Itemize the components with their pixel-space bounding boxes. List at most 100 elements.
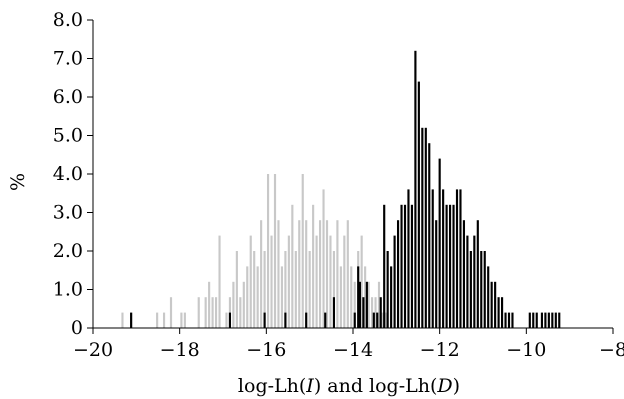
light-bar: [239, 297, 242, 328]
dark-bar: [490, 281, 493, 328]
light-bar: [208, 281, 211, 328]
dark-bar: [535, 312, 538, 328]
x-tick-label: −20: [73, 339, 113, 361]
light-bar: [350, 266, 353, 328]
light-bar: [353, 281, 356, 328]
dark-bar: [357, 266, 360, 328]
dark-bar: [558, 312, 561, 328]
dark-bar: [284, 312, 287, 328]
dark-series-bars: [130, 50, 561, 329]
light-bar: [329, 235, 332, 328]
x-axis-title: log-Lh(I) and log-Lh(D): [238, 375, 460, 397]
light-bar: [156, 312, 159, 328]
light-bar: [242, 281, 245, 328]
dark-bar: [504, 312, 507, 328]
dark-bar: [324, 312, 327, 328]
light-bar: [218, 235, 221, 328]
dark-bar: [500, 297, 504, 328]
x-tick-label: −10: [506, 339, 546, 361]
dark-bar: [487, 266, 490, 328]
x-axis-ticks: −20 −18 −16 −14 −12 −10 −8: [73, 328, 624, 361]
light-bar: [305, 220, 308, 328]
light-bar: [273, 174, 277, 328]
light-bar: [180, 312, 183, 328]
x-tick-label: −8: [599, 339, 624, 361]
dark-bar: [393, 235, 396, 328]
dark-bar: [263, 312, 266, 328]
light-bar: [235, 251, 238, 328]
dark-bar: [376, 312, 379, 328]
dark-bar: [476, 220, 479, 328]
light-bar: [367, 281, 370, 328]
dark-bar: [228, 312, 232, 328]
dark-bar: [428, 143, 431, 328]
dark-bar: [497, 297, 500, 328]
light-bar: [298, 220, 301, 328]
dark-bar: [417, 81, 420, 328]
light-bar: [322, 189, 325, 328]
y-axis-ticks: 0 1.0 2.0 3.0 4.0 5.0 6.0 7.0 8.0: [53, 9, 93, 339]
light-bar: [381, 312, 384, 328]
light-bar: [249, 235, 252, 328]
dark-bar: [130, 312, 133, 328]
dark-bar: [372, 312, 375, 328]
light-bar: [364, 266, 367, 328]
dark-bar: [532, 312, 535, 328]
dark-bar: [431, 189, 434, 328]
light-bar: [287, 235, 290, 328]
dark-bar: [435, 220, 438, 328]
dark-bar: [528, 312, 531, 328]
light-bar: [318, 220, 322, 328]
dark-bar: [455, 189, 459, 328]
x-axis-title-part: I: [305, 375, 314, 397]
dark-bar: [305, 312, 308, 328]
x-tick-label: −14: [333, 339, 373, 361]
light-bar: [315, 235, 318, 328]
dark-bar: [358, 281, 362, 328]
dark-bar: [507, 312, 511, 328]
dark-bar: [383, 204, 386, 328]
light-bar: [225, 312, 228, 328]
light-bar: [280, 266, 284, 328]
light-bar: [336, 220, 339, 328]
x-tick-label: −16: [246, 339, 286, 361]
light-bar: [263, 251, 266, 328]
light-bar: [183, 312, 186, 328]
light-bar: [343, 235, 346, 328]
dark-bar: [544, 312, 547, 328]
light-bar: [256, 266, 259, 328]
y-tick-label: 2.0: [53, 240, 83, 262]
y-tick-label: 7.0: [53, 48, 83, 70]
dark-bar: [452, 204, 455, 328]
dark-bar: [400, 204, 403, 328]
x-axis-title-part: ) and log-Lh(: [314, 375, 438, 397]
light-bar: [284, 251, 287, 328]
light-bar: [339, 266, 342, 328]
light-bar: [246, 266, 249, 328]
light-bar: [204, 297, 207, 328]
light-bar: [308, 251, 311, 328]
y-tick-label: 6.0: [53, 86, 83, 108]
dark-bar: [332, 297, 336, 328]
dark-bar: [379, 297, 382, 328]
dark-bar: [480, 251, 483, 328]
dark-bar: [466, 235, 469, 328]
dark-bar: [469, 251, 472, 328]
x-tick-label: −12: [420, 339, 460, 361]
dark-bar: [421, 127, 424, 328]
light-bar: [301, 174, 304, 328]
y-axis-title: %: [7, 173, 29, 191]
dark-bar: [410, 204, 414, 328]
y-tick-label: 3.0: [53, 202, 83, 224]
light-bar: [260, 220, 263, 328]
x-tick-label: −18: [160, 339, 200, 361]
dark-bar: [459, 189, 462, 328]
light-bar: [312, 204, 315, 328]
y-tick-label: 0: [71, 317, 83, 339]
light-series-bars: [121, 174, 388, 328]
light-bar: [346, 220, 349, 328]
dark-bar: [442, 189, 445, 328]
light-bar: [162, 312, 166, 328]
light-bar: [370, 297, 374, 328]
